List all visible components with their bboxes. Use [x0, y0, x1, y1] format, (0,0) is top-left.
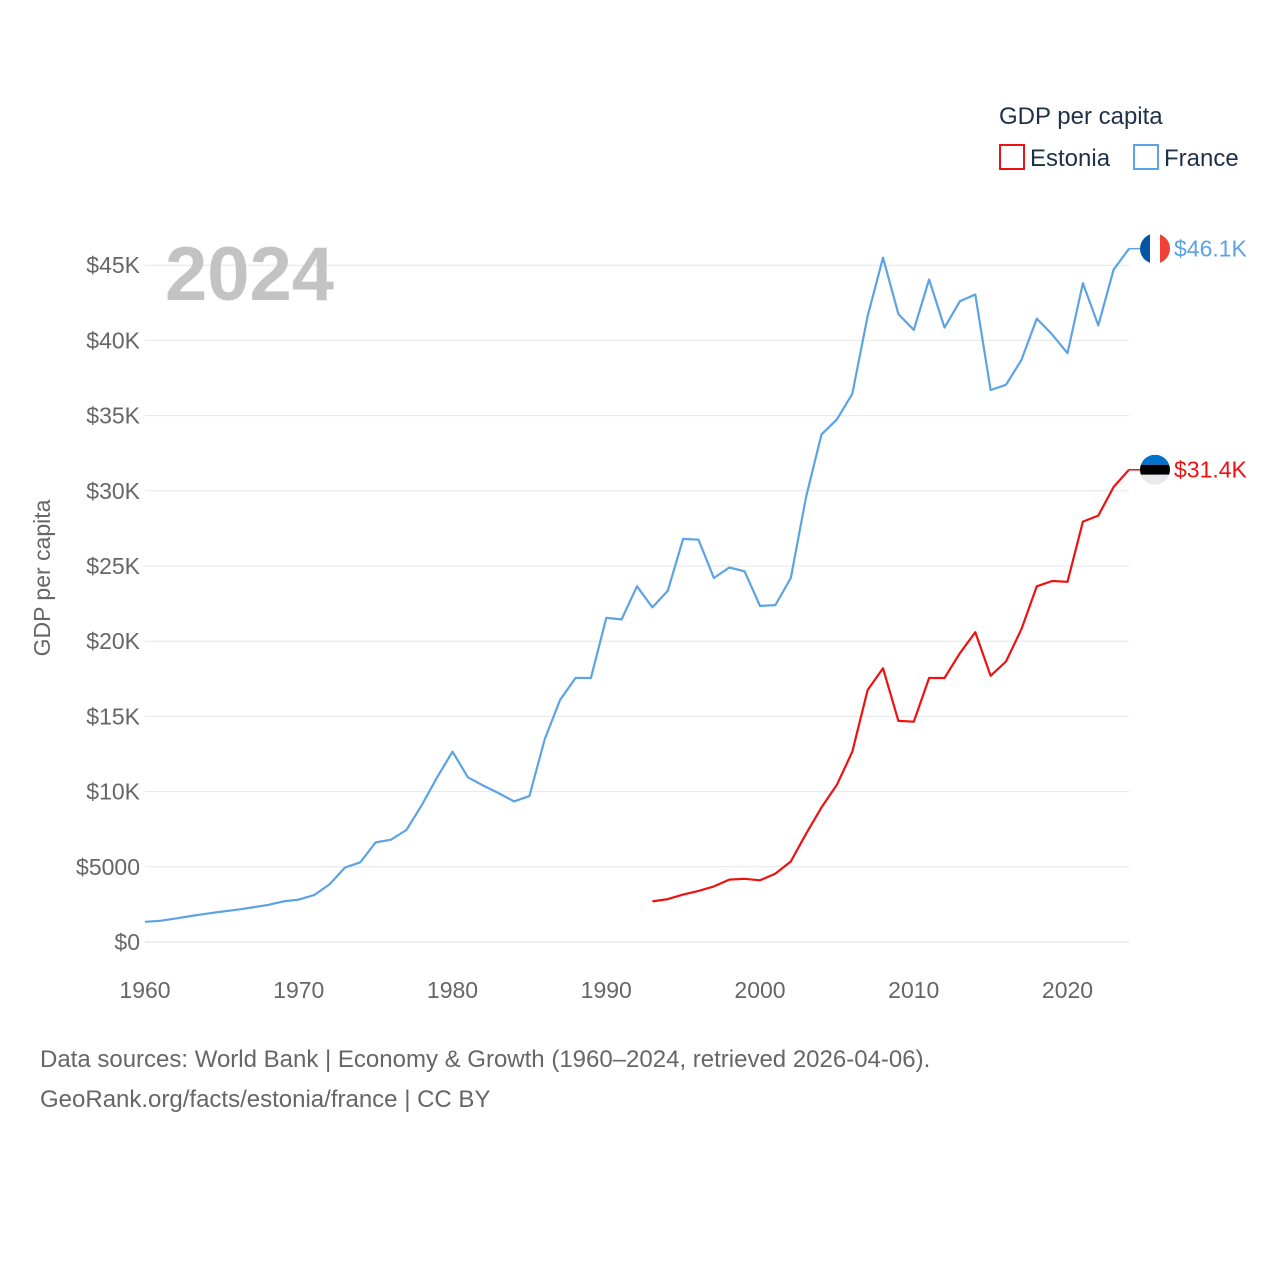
y-tick-label: $20K — [86, 628, 140, 654]
series-line-estonia — [652, 468, 1130, 903]
y-tick-label: $30K — [86, 478, 140, 504]
source-link[interactable]: GeoRank.org/facts/estonia/france | CC BY — [40, 1086, 491, 1113]
y-tick-label: $25K — [86, 553, 140, 579]
legend-item-estonia[interactable]: Estonia — [999, 144, 1111, 172]
y-tick-label: $10K — [86, 779, 140, 805]
estonia-flag-icon — [1140, 454, 1170, 485]
legend-title: GDP per capita — [999, 103, 1163, 130]
y-tick-label: $5000 — [76, 854, 140, 880]
france-flag-icon — [1140, 233, 1170, 264]
x-tick-label: 1970 — [273, 977, 324, 1003]
y-tick-label: $15K — [86, 703, 140, 729]
x-tick-label: 2020 — [1042, 977, 1093, 1003]
y-tick-label: $35K — [86, 403, 140, 429]
y-tick-label: $45K — [86, 252, 140, 278]
x-tick-label: 2000 — [734, 977, 785, 1003]
legend-item-france[interactable]: France — [1133, 144, 1239, 172]
x-tick-label: 2010 — [888, 977, 939, 1003]
legend: GDP per capita Estonia France — [999, 103, 1239, 172]
y-axis-ticks: $0 $5000 $10K $15K $20K $25K $30K $35K $40K $45K — [76, 252, 141, 955]
legend-swatch-france — [1133, 144, 1159, 170]
legend-label-france: France — [1164, 145, 1239, 172]
x-tick-label: 1980 — [427, 977, 478, 1003]
x-axis-ticks: 1960 1970 1980 1990 2000 2010 2020 — [119, 977, 1093, 1003]
y-tick-label: $0 — [114, 929, 140, 955]
current-year-label: 2024 — [165, 232, 334, 317]
y-axis-title: GDP per capita — [29, 499, 55, 656]
x-tick-label: 1990 — [581, 977, 632, 1003]
series-line-france — [144, 248, 1130, 923]
legend-label-estonia: Estonia — [1030, 145, 1111, 172]
end-value-label-france: $46.1K — [1174, 236, 1248, 262]
y-tick-label: $40K — [86, 327, 140, 353]
legend-swatch-estonia — [999, 144, 1025, 170]
end-value-label-estonia: $31.4K — [1174, 457, 1248, 483]
grid-lines — [145, 264, 1129, 943]
x-tick-label: 1960 — [119, 977, 170, 1003]
series-lines — [144, 248, 1130, 923]
source-line: Data sources: World Bank | Economy & Gro… — [40, 1046, 931, 1073]
series-end-markers: $31.4K $46.1K — [1129, 233, 1248, 485]
source-note: Data sources: World Bank | Economy & Gro… — [40, 1040, 930, 1120]
